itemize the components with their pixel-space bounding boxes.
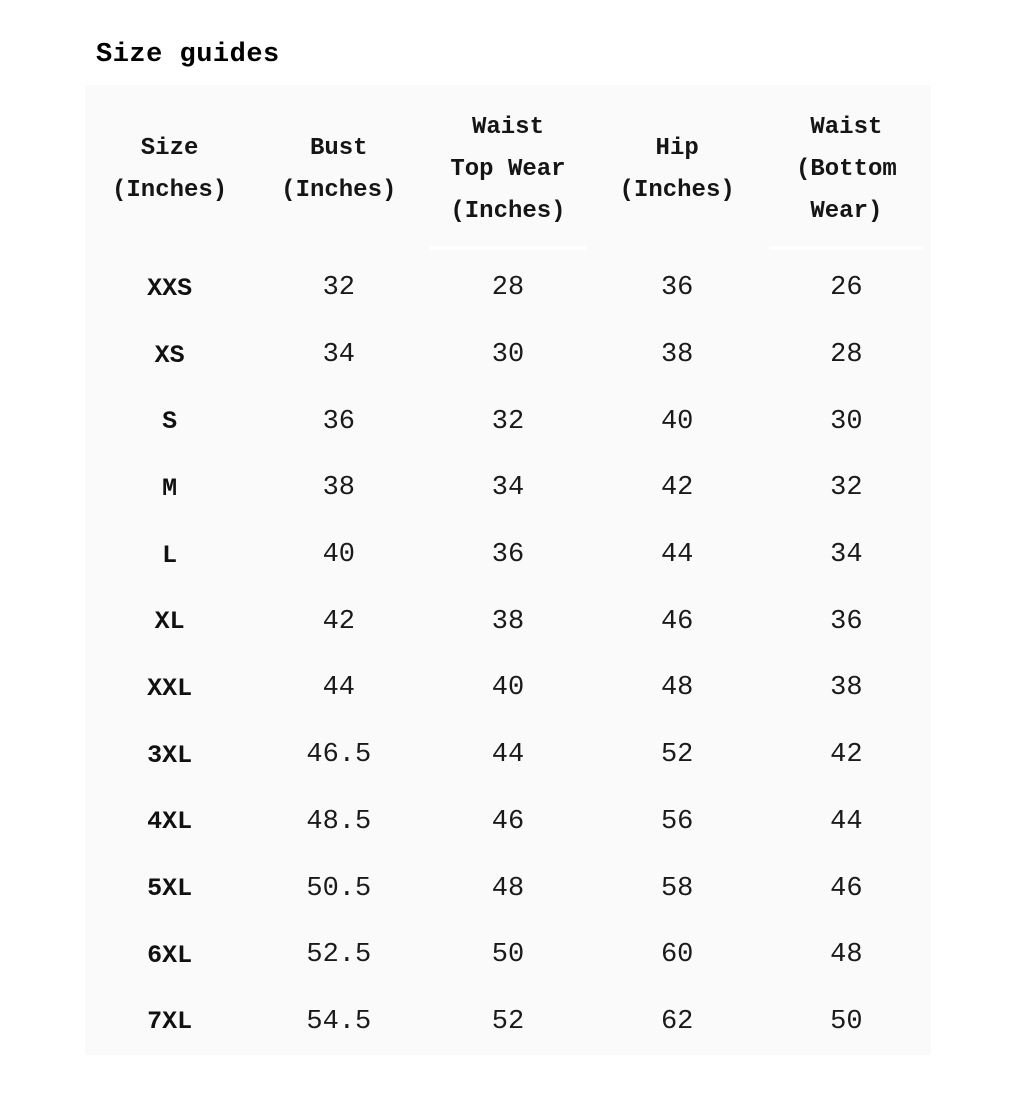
table-row: XL 42 38 46 36	[85, 588, 931, 655]
size-cell: 6XL	[147, 940, 193, 970]
table-row: L 40 36 44 34	[85, 522, 931, 589]
waist-bottom-cell: 28	[830, 340, 863, 371]
column-header-hip: Hip (Inches)	[593, 85, 762, 255]
table-row: XXS 32 28 36 26	[85, 255, 931, 322]
waist-top-cell: 28	[491, 273, 525, 304]
size-cell: XXS	[147, 273, 193, 303]
waist-bottom-cell: 38	[830, 673, 863, 704]
table-row: S 36 32 40 30	[85, 388, 931, 455]
column-header-bust: Bust (Inches)	[254, 85, 423, 255]
bust-cell: 48.5	[306, 806, 372, 837]
waist-top-cell: 48	[491, 873, 525, 904]
bust-cell: 46.5	[306, 740, 372, 771]
size-cell: S	[162, 407, 178, 437]
hip-cell: 60	[660, 940, 694, 971]
waist-top-cell: 40	[491, 673, 525, 704]
size-guide-table: Size (Inches) Bust (Inches) Waist Top We…	[85, 85, 931, 1056]
hip-cell: 44	[660, 540, 694, 571]
column-header-label: Waist (Bottom Wear)	[795, 114, 897, 225]
size-cell: M	[162, 473, 178, 503]
column-header-size: Size (Inches)	[85, 85, 254, 255]
table-row: 7XL 54.5 52 62 50	[85, 989, 931, 1056]
table-row: XS 34 30 38 28	[85, 322, 931, 389]
hip-cell: 40	[660, 406, 694, 437]
table-row: M 38 34 42 32	[85, 455, 931, 522]
waist-bottom-cell: 34	[830, 540, 863, 571]
column-header-waist-top: Waist Top Wear (Inches)	[423, 85, 592, 255]
waist-bottom-cell: 32	[830, 473, 863, 504]
hip-cell: 36	[660, 273, 694, 304]
table-row: 6XL 52.5 50 60 48	[85, 922, 931, 989]
size-cell: 7XL	[147, 1007, 193, 1037]
waist-top-cell: 36	[491, 540, 525, 571]
table-body: XXS 32 28 36 26 XS 34 30 38 28 S 36 32 4…	[85, 255, 931, 1055]
size-cell: XS	[154, 340, 185, 370]
waist-bottom-cell: 48	[830, 940, 863, 971]
waist-bottom-cell: 44	[830, 806, 863, 837]
waist-top-cell: 38	[491, 606, 525, 637]
waist-top-cell: 34	[491, 473, 525, 504]
hip-cell: 58	[660, 873, 694, 904]
waist-top-cell: 30	[491, 340, 525, 371]
hip-cell: 52	[660, 740, 694, 771]
size-cell: XXL	[147, 673, 193, 703]
hip-cell: 62	[660, 1006, 694, 1037]
bust-cell: 52.5	[306, 940, 372, 971]
table-row: 5XL 50.5 48 58 46	[85, 855, 931, 922]
header-row: Size (Inches) Bust (Inches) Waist Top We…	[85, 85, 931, 255]
hip-cell: 42	[660, 473, 694, 504]
waist-bottom-cell: 26	[830, 273, 863, 304]
hip-cell: 48	[660, 673, 694, 704]
bust-cell: 36	[322, 406, 355, 437]
table-row: 3XL 46.5 44 52 42	[85, 722, 931, 789]
waist-top-cell: 44	[491, 740, 525, 771]
hip-cell: 56	[660, 806, 694, 837]
page-title: Size guides	[96, 40, 280, 70]
waist-bottom-cell: 30	[830, 406, 863, 437]
column-header-label: Hip (Inches)	[619, 135, 735, 204]
waist-bottom-cell: 50	[830, 1006, 863, 1037]
column-header-waist-bottom: Waist (Bottom Wear)	[762, 85, 931, 255]
hip-cell: 38	[660, 340, 694, 371]
hip-cell: 46	[660, 606, 694, 637]
size-cell: 4XL	[147, 807, 193, 837]
size-cell: XL	[154, 607, 185, 637]
column-header-label: Bust (Inches)	[281, 135, 397, 204]
size-cell: 3XL	[147, 740, 193, 770]
bust-cell: 54.5	[306, 1006, 372, 1037]
bust-cell: 44	[322, 673, 355, 704]
waist-top-cell: 46	[491, 806, 525, 837]
bust-cell: 32	[322, 273, 355, 304]
waist-bottom-cell: 42	[830, 740, 863, 771]
waist-top-cell: 52	[491, 1006, 525, 1037]
column-header-label: Size (Inches)	[111, 135, 228, 204]
bust-cell: 42	[322, 606, 355, 637]
bust-cell: 50.5	[306, 873, 372, 904]
waist-top-cell: 50	[491, 940, 525, 971]
table-row: 4XL 48.5 46 56 44	[85, 789, 931, 856]
table-row: XXL 44 40 48 38	[85, 655, 931, 722]
column-header-label: Waist Top Wear (Inches)	[450, 114, 566, 225]
size-cell: L	[162, 540, 178, 570]
bust-cell: 40	[322, 540, 355, 571]
table-header: Size (Inches) Bust (Inches) Waist Top We…	[85, 85, 931, 255]
waist-bottom-cell: 46	[830, 873, 863, 904]
size-cell: 5XL	[147, 874, 193, 904]
bust-cell: 34	[322, 340, 355, 371]
waist-top-cell: 32	[491, 406, 525, 437]
bust-cell: 38	[322, 473, 355, 504]
waist-bottom-cell: 36	[830, 606, 863, 637]
